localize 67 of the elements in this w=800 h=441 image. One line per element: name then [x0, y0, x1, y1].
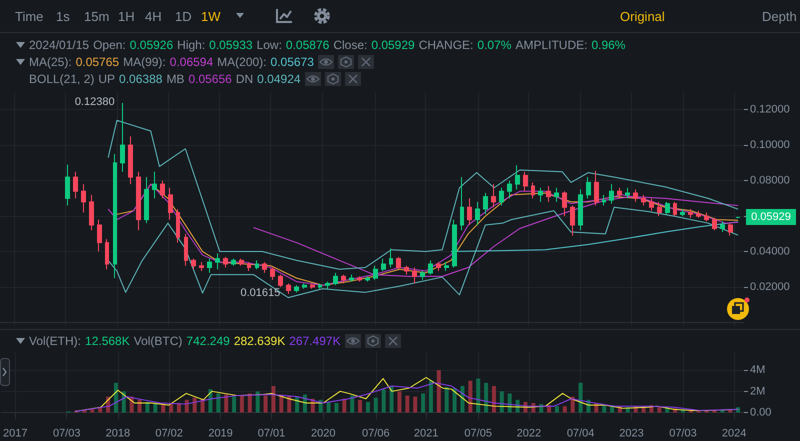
annotation: 0.12380: [74, 96, 115, 108]
text: MA(25):: [29, 55, 72, 69]
x-tick-label: 2021: [414, 428, 438, 440]
text: Vol(BTC): [134, 334, 182, 348]
x-tick-label: 2023: [619, 428, 644, 440]
text: 1D: [175, 9, 192, 24]
text: Close:: [333, 38, 368, 52]
text: 267.497K: [289, 334, 341, 348]
y-tick-label: 0.12000: [750, 104, 790, 116]
text: 0.04924: [257, 72, 301, 86]
y-tick-label: 0.10000: [750, 139, 790, 152]
text: BOLL(21, 2): [29, 72, 94, 86]
text: 0.06594: [170, 55, 214, 69]
y-tick-label: 0.00: [750, 406, 772, 419]
text: Vol(ETH):: [29, 334, 82, 348]
text: Open:: [93, 38, 126, 52]
x-tick-label: 2022: [516, 428, 542, 440]
text: MB: [166, 72, 184, 86]
text: 12.568K: [85, 334, 130, 348]
y-tick-label: 0.08000: [750, 174, 790, 187]
text: 1W: [201, 9, 220, 24]
text: 0.05926: [130, 38, 174, 52]
x-tick-label: 07/05: [464, 428, 492, 440]
text: 2024/01/15: [29, 38, 90, 52]
text: 0.96%: [591, 38, 626, 52]
x-tick-label: 2017: [2, 428, 28, 440]
x-tick-label: 2024: [722, 428, 746, 440]
y-tick-label: 0.02000: [750, 281, 790, 293]
text: Original: [620, 9, 665, 24]
text: High:: [177, 38, 206, 52]
x-tick-label: 07/01: [258, 428, 286, 440]
text: MA(200):: [217, 55, 267, 69]
y-tick-label: 0.04000: [750, 246, 790, 258]
x-tick-label: 07/06: [362, 428, 390, 440]
text: 0.05656: [188, 72, 232, 86]
text: 0.05765: [76, 55, 120, 69]
x-tick-label: 07/03: [52, 428, 80, 440]
text: 282.639K: [234, 334, 286, 348]
x-tick-label: 2020: [310, 428, 336, 440]
text: 1H: [118, 9, 135, 24]
y-tick-label: 2M: [750, 385, 766, 398]
text: 0.06388: [119, 72, 162, 86]
text: CHANGE:: [418, 38, 474, 52]
text: AMPLITUDE:: [515, 38, 588, 52]
text: 1s: [56, 9, 70, 24]
text: 0.05933: [209, 38, 253, 52]
text: UP: [98, 72, 116, 86]
y-tick-label: 4M: [750, 364, 766, 376]
x-tick-label: 07/02: [155, 428, 183, 440]
x-tick-label: 2019: [208, 428, 233, 440]
text: Low:: [256, 38, 282, 52]
text: DN: [236, 72, 254, 86]
text: 0.05929: [371, 38, 415, 52]
text: 4H: [145, 9, 162, 24]
text: 0.05929: [746, 209, 796, 226]
text: Time: [15, 9, 44, 24]
x-tick-label: 07/04: [566, 428, 594, 440]
text: 0.05673: [270, 55, 314, 69]
annotation: 0.01615: [240, 286, 280, 299]
text: 0.07%: [477, 38, 512, 52]
x-tick-label: 07/03: [669, 428, 697, 440]
text: 15m: [84, 9, 110, 24]
text: Depth: [762, 9, 797, 24]
text: 742.249: [186, 334, 230, 348]
text: MA(99):: [123, 55, 166, 69]
text: 0.05876: [286, 38, 330, 52]
x-tick-label: 2018: [106, 428, 130, 440]
